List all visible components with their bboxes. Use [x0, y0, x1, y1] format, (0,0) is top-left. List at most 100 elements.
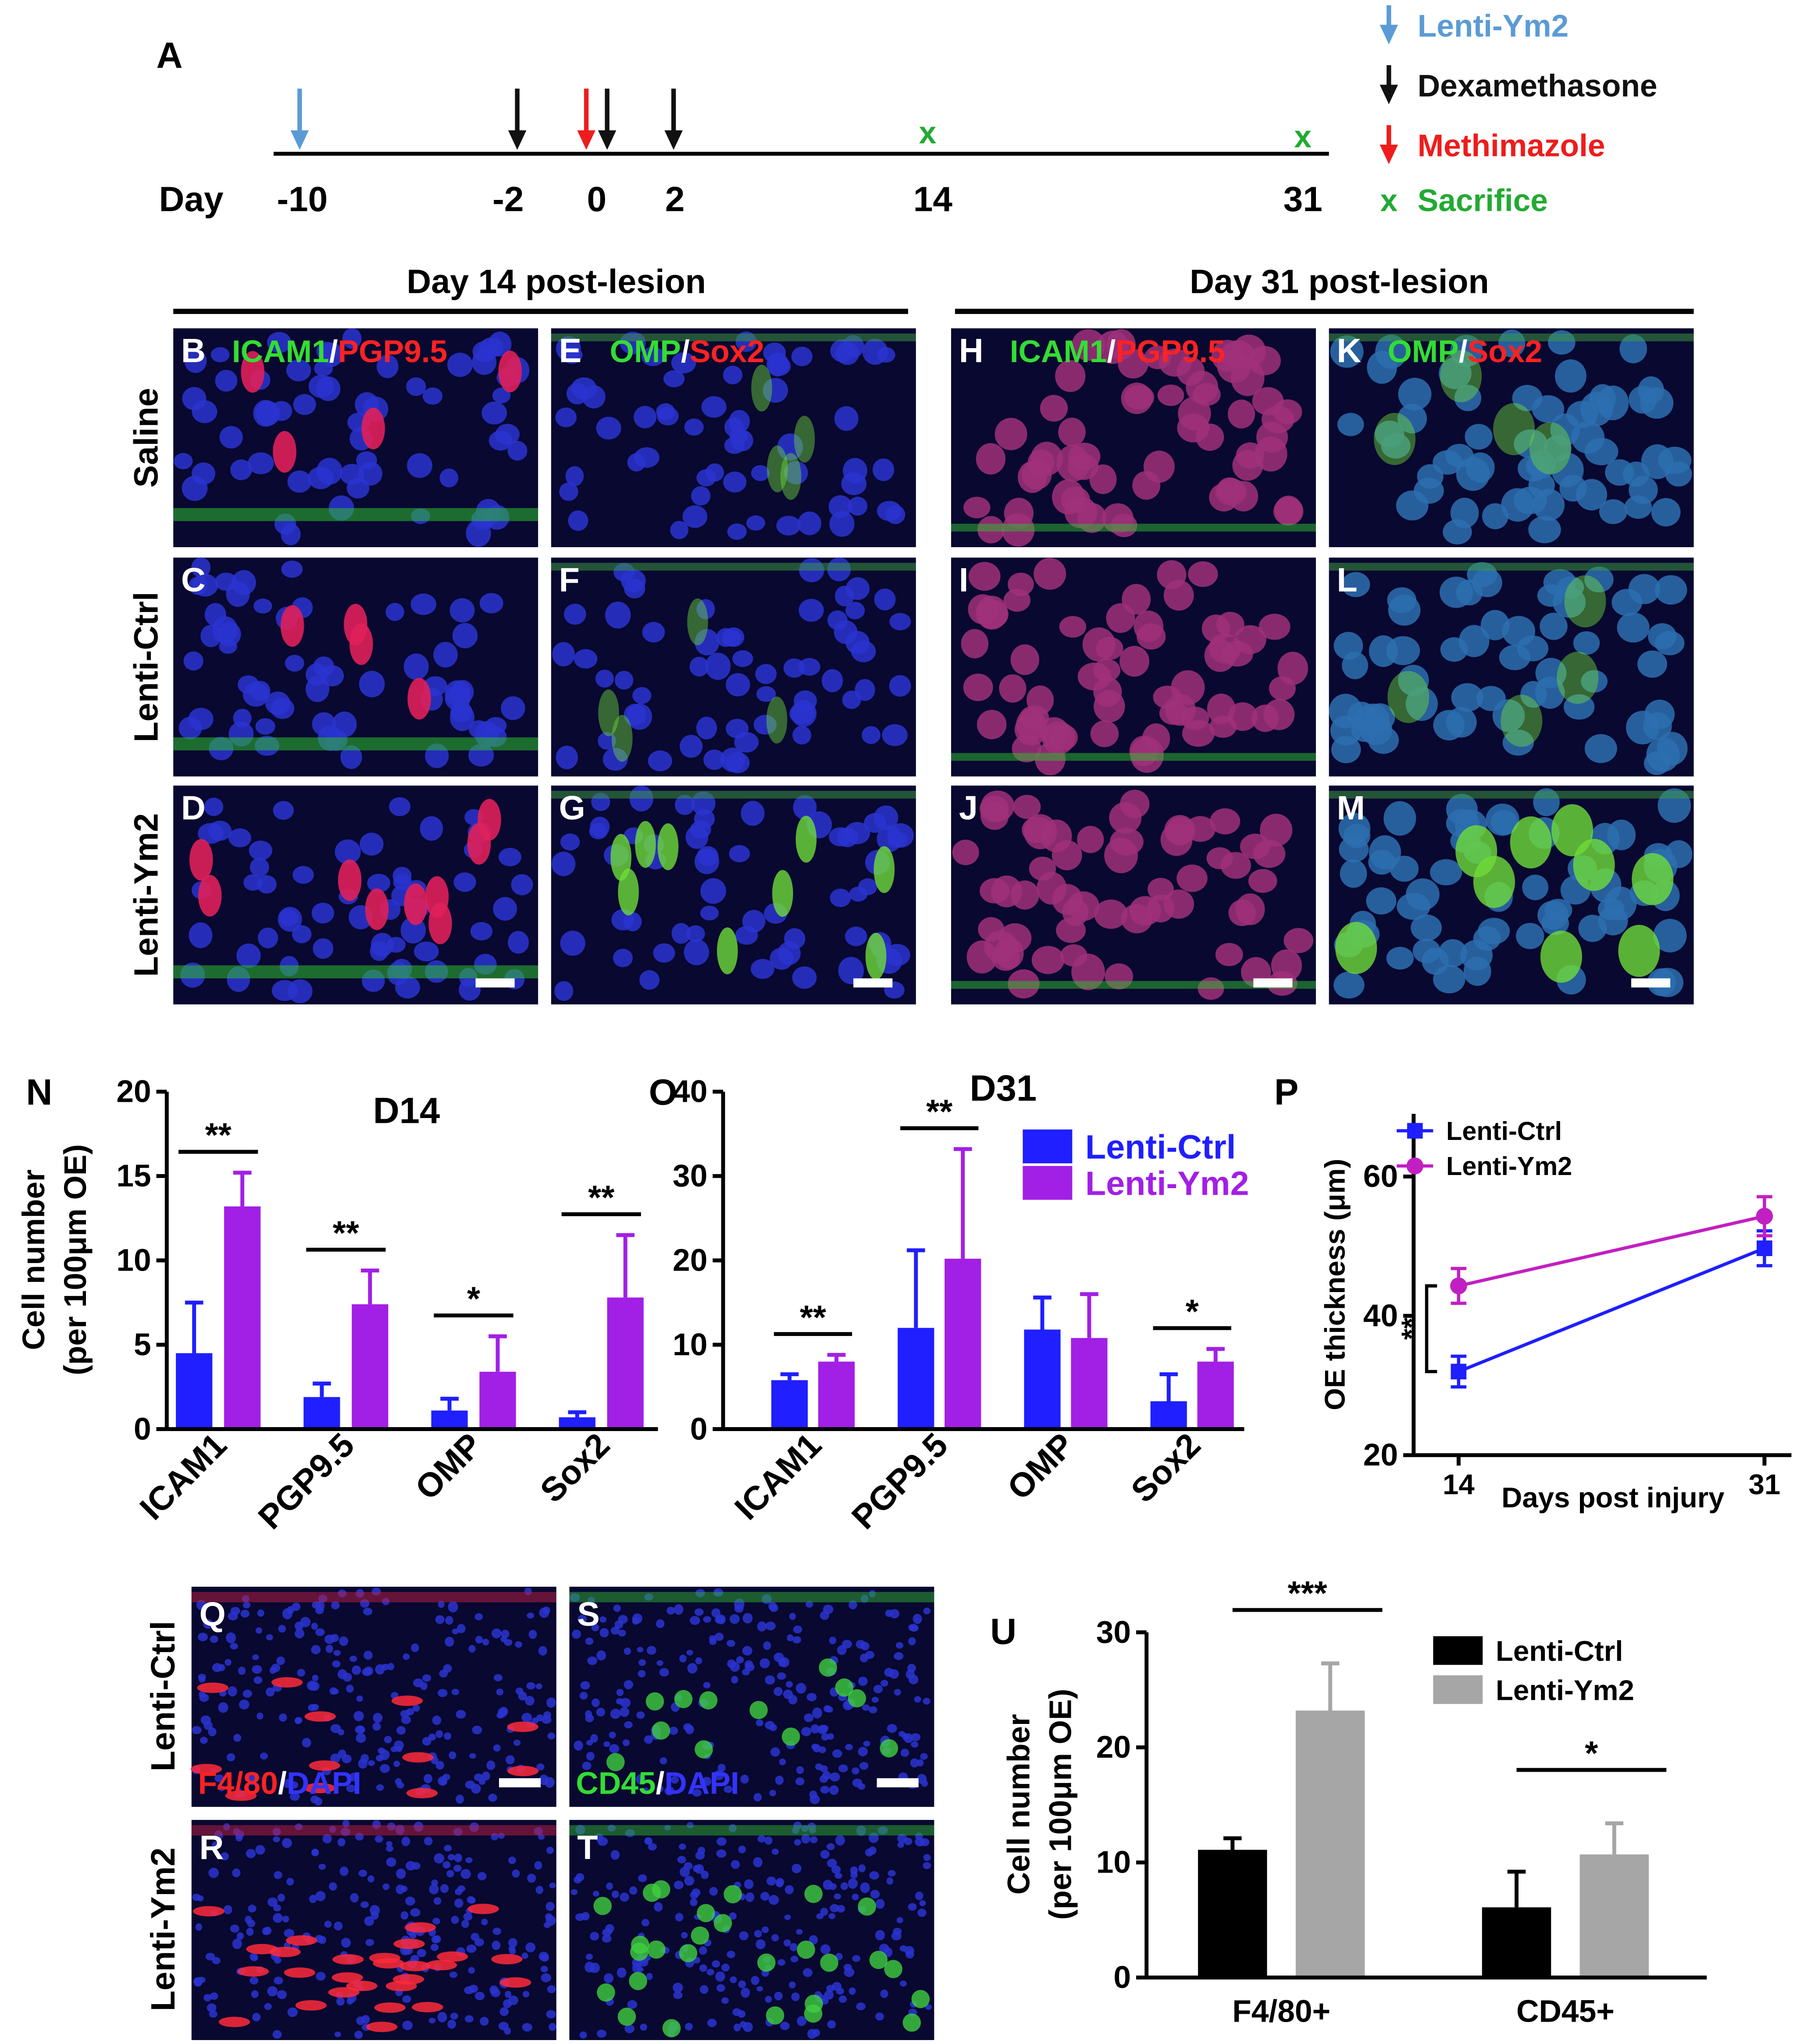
nucleus: [252, 2012, 261, 2022]
nucleus: [486, 1760, 496, 1770]
nucleus: [560, 833, 580, 851]
nucleus: [559, 482, 578, 501]
nucleus: [386, 937, 406, 953]
nucleus: [895, 1642, 904, 1649]
stained-cell: [478, 799, 501, 841]
day-tick: -2: [492, 179, 524, 218]
nucleus: [1122, 584, 1151, 615]
nucleus: [646, 1646, 656, 1655]
nucleus: [390, 1746, 398, 1752]
nucleus: [346, 1998, 353, 2005]
nucleus: [456, 1709, 466, 1719]
nucleus: [764, 1836, 773, 1845]
nucleus: [411, 1643, 419, 1652]
nucleus: [293, 394, 316, 415]
nucleus: [1201, 614, 1230, 643]
nucleus: [542, 1716, 552, 1724]
nucleus: [287, 2007, 298, 2017]
nucleus: [815, 1763, 823, 1770]
nucleus: [596, 417, 621, 440]
nucleus: [1093, 677, 1122, 707]
nucleus: [731, 1860, 740, 1869]
marker: [1451, 1364, 1467, 1380]
day-tick: 2: [665, 179, 685, 218]
stained-cell: [1493, 403, 1535, 456]
nucleus: [479, 337, 503, 358]
nucleus: [402, 2020, 413, 2030]
nucleus: [599, 1628, 609, 1638]
nucleus: [302, 1738, 311, 1748]
nucleus: [1157, 560, 1187, 589]
stained-cell: [273, 431, 296, 473]
nucleus: [1386, 636, 1420, 666]
series-line: [1458, 1214, 1765, 1288]
nucleus: [1522, 874, 1549, 901]
stained-cell: [848, 1689, 866, 1708]
nucleus: [228, 1686, 237, 1697]
legend-swatch: [1433, 1636, 1483, 1665]
nucleus: [1412, 939, 1440, 963]
error-bar: [1223, 1836, 1242, 1850]
nucleus: [917, 1759, 924, 1767]
bar: [898, 1328, 934, 1429]
nucleus: [283, 1779, 292, 1788]
nucleus: [848, 1600, 857, 1610]
nucleus: [367, 1875, 374, 1883]
nucleus: [617, 1967, 627, 1978]
nucleus: [262, 1927, 270, 1935]
apical-stain: [1329, 791, 1694, 799]
nucleus: [703, 749, 726, 770]
nucleus: [374, 1835, 384, 1843]
nucleus: [695, 1864, 704, 1874]
nucleus: [469, 720, 489, 739]
error-bar: [1206, 1347, 1225, 1362]
basal-stain: [951, 753, 1316, 761]
nucleus: [1209, 716, 1237, 738]
nucleus: [783, 1689, 793, 1699]
nucleus: [1648, 623, 1677, 649]
nucleus: [798, 511, 822, 535]
nucleus: [875, 1899, 885, 1909]
panel-letter: J: [959, 789, 978, 827]
nucleus: [590, 1962, 600, 1973]
nucleus: [309, 1681, 320, 1691]
nucleus: [1629, 476, 1658, 504]
nucleus: [242, 682, 269, 707]
nucleus: [480, 2017, 489, 2026]
stain-part: OMP: [610, 334, 681, 369]
stained-cell: [361, 407, 385, 449]
nucleus: [485, 717, 507, 734]
stain-part: Sox2: [690, 334, 764, 369]
nucleus: [691, 486, 711, 506]
nucleus: [829, 1772, 840, 1782]
error-bar: [488, 1334, 507, 1372]
micrograph: [1329, 785, 1694, 1004]
nucleus: [702, 1777, 712, 1786]
nucleus: [904, 1733, 913, 1743]
stained-cell: [642, 1884, 661, 1902]
nucleus: [1465, 424, 1493, 450]
stained-cell: [338, 859, 362, 901]
nucleus: [968, 562, 1001, 591]
nucleus: [863, 1741, 870, 1747]
nucleus: [757, 1835, 766, 1843]
stained-cell: [873, 846, 895, 893]
nucleus: [282, 1916, 289, 1923]
nucleus: [551, 851, 576, 876]
nucleus: [396, 1726, 406, 1735]
y-tick-label: 20: [1363, 1438, 1398, 1473]
nucleus: [1617, 612, 1650, 643]
bar: [1295, 1710, 1365, 1978]
nucleus: [746, 515, 765, 531]
nucleus: [402, 1995, 411, 2003]
stained-cell: [629, 1972, 647, 1991]
nucleus: [396, 1782, 404, 1789]
nucleus: [894, 1652, 904, 1660]
nucleus: [500, 1636, 507, 1642]
y-tick-label: 0: [134, 1411, 151, 1446]
nucleus: [1383, 801, 1416, 836]
nucleus: [1554, 359, 1586, 393]
nucleus: [375, 1664, 385, 1675]
nucleus: [1414, 477, 1444, 504]
y-axis-label: Cell number: [16, 1169, 51, 1350]
